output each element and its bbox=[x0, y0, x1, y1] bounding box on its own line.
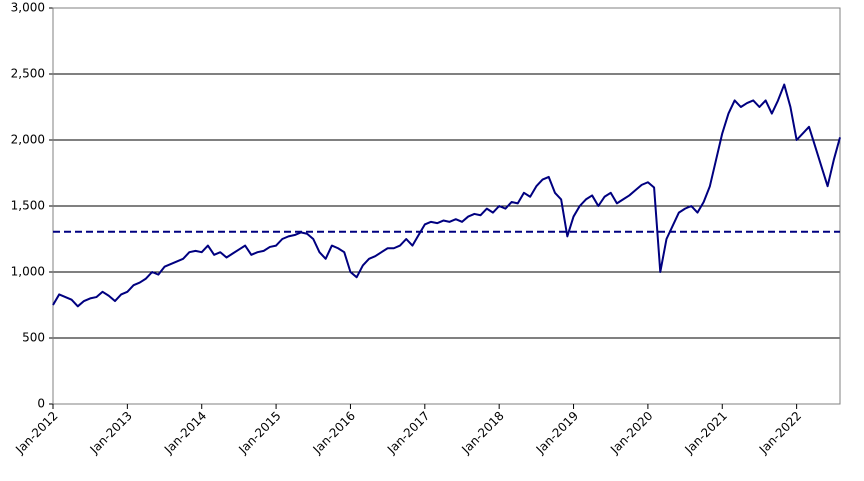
series-line bbox=[52, 83, 841, 308]
x-tick-label: Jan-2015 bbox=[235, 409, 283, 457]
y-tick-label: 500 bbox=[22, 331, 45, 345]
plot-frame bbox=[52, 7, 841, 405]
x-tick-label: Jan-2017 bbox=[384, 409, 432, 457]
x-tick-label: Jan-2020 bbox=[607, 409, 655, 457]
y-tick-label: 2,000 bbox=[11, 133, 45, 147]
y-tick-label: 1,500 bbox=[11, 199, 45, 213]
y-tick-label: 0 bbox=[37, 397, 45, 411]
x-tick-label: Jan-2022 bbox=[756, 409, 804, 457]
y-tick-label: 3,000 bbox=[11, 1, 45, 15]
x-tick-label: Jan-2021 bbox=[682, 409, 730, 457]
x-tick-label: Jan-2013 bbox=[87, 409, 135, 457]
x-tick-label: Jan-2014 bbox=[161, 409, 209, 457]
y-tick-label: 1,000 bbox=[11, 265, 45, 279]
x-tick-label: Jan-2012 bbox=[12, 409, 60, 457]
x-tick-label: Jan-2019 bbox=[533, 409, 581, 457]
x-tick-label: Jan-2018 bbox=[458, 409, 506, 457]
y-tick-label: 2,500 bbox=[11, 67, 45, 81]
x-tick-label: Jan-2016 bbox=[310, 409, 358, 457]
